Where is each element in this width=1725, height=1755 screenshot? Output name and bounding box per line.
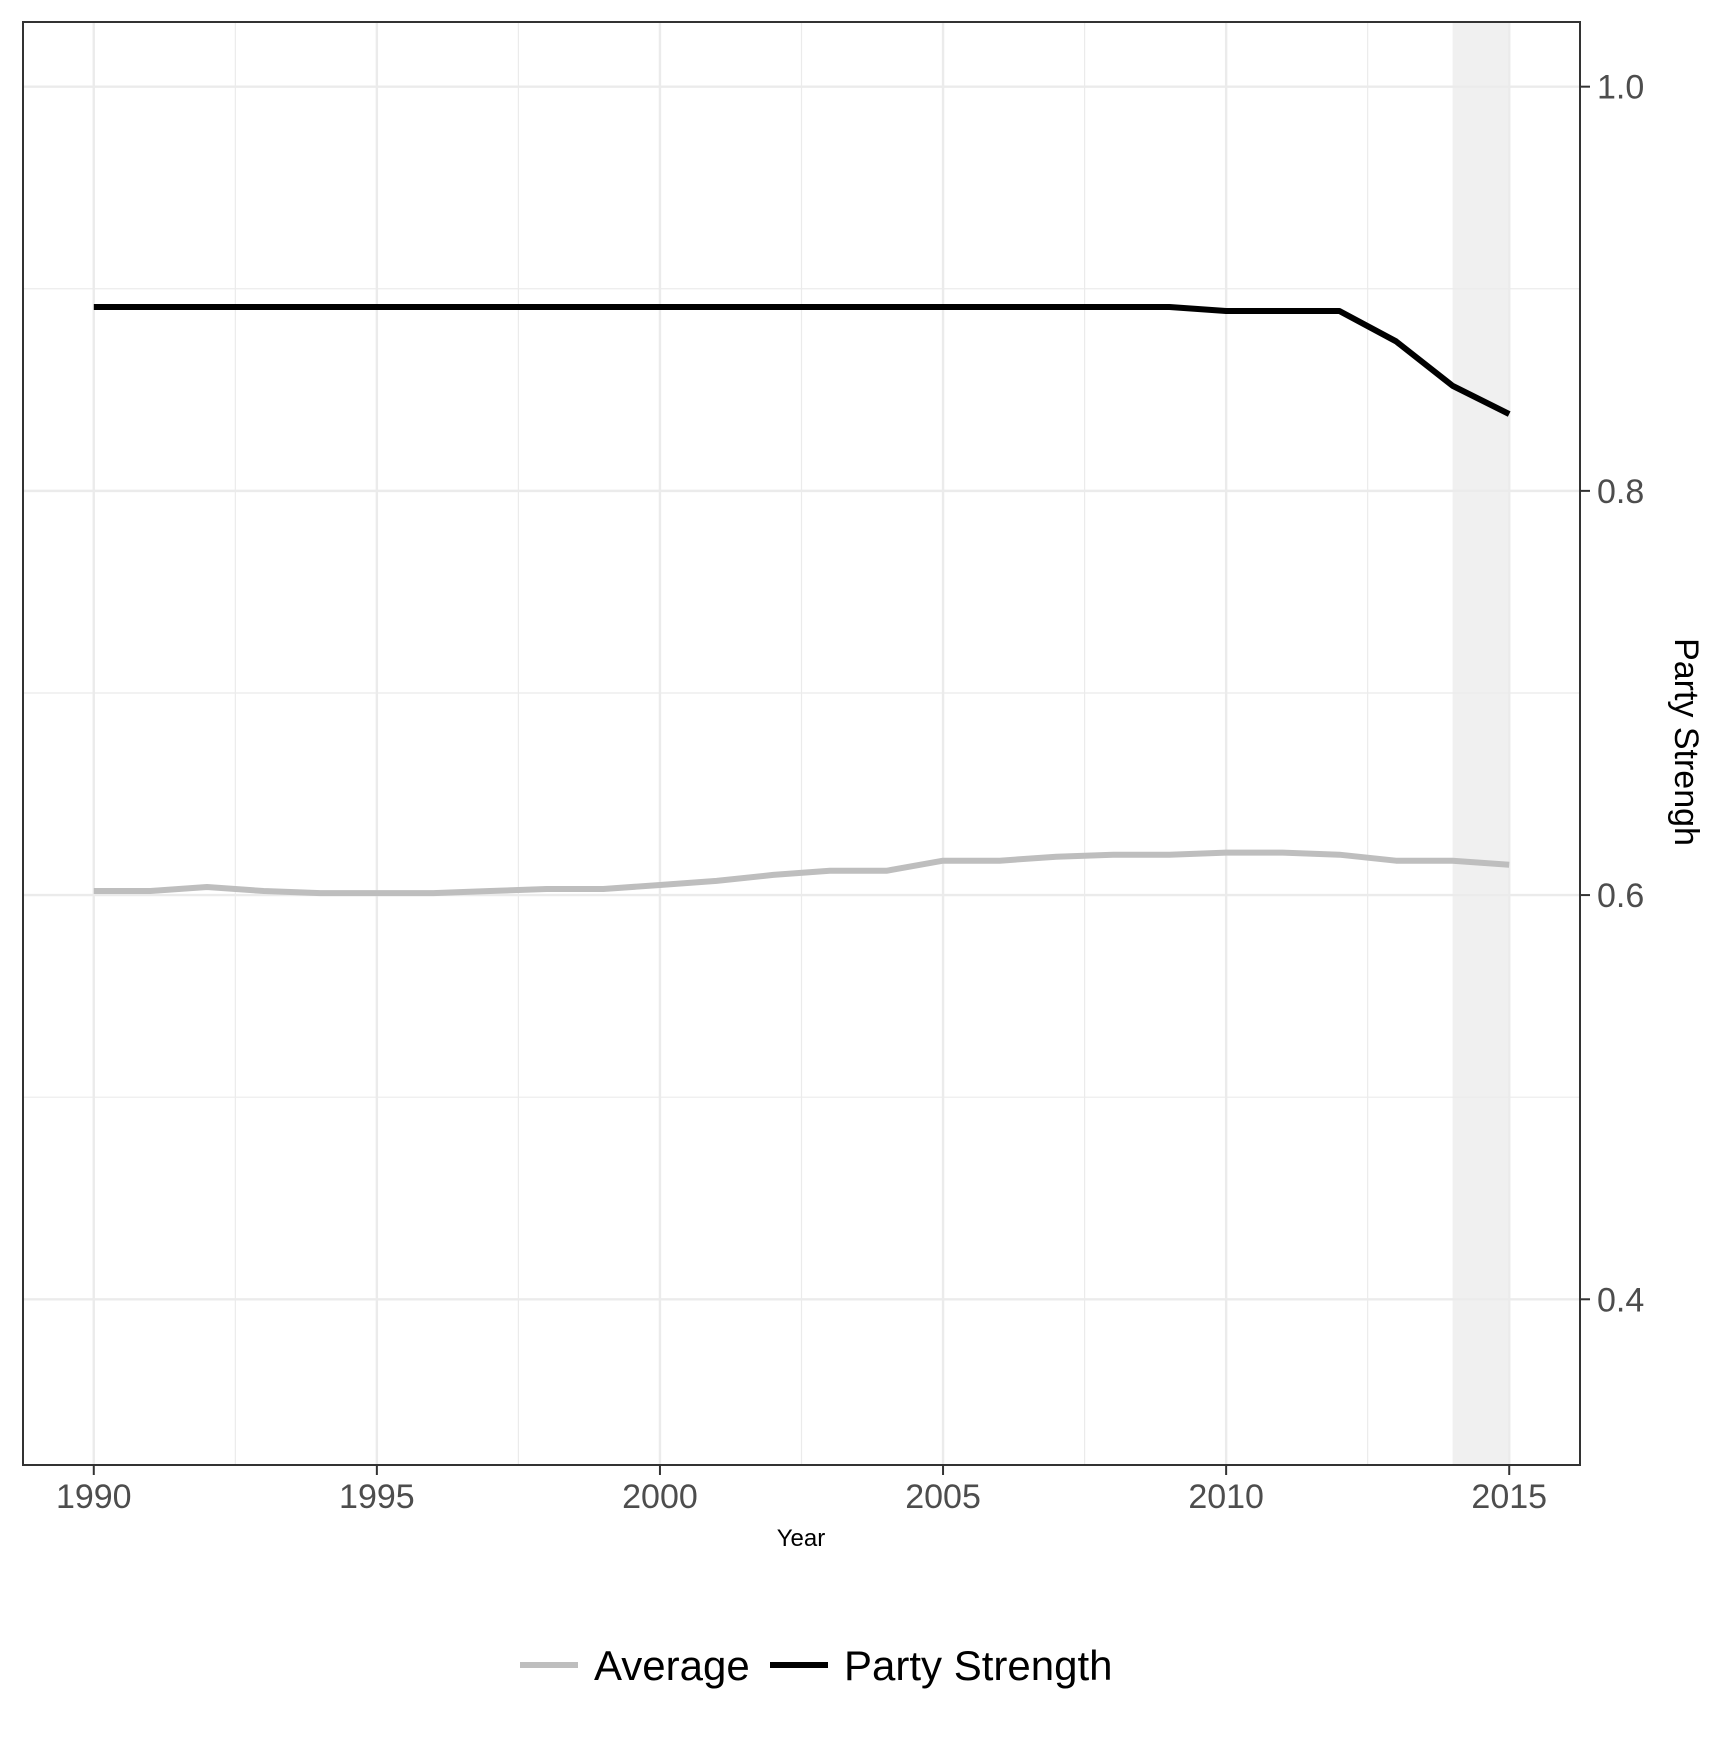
- x-tick-label: 2015: [1471, 1478, 1547, 1516]
- legend-label-average: Average: [594, 1642, 750, 1689]
- x-tick-label: 2000: [622, 1478, 698, 1516]
- y-tick-label: 0.6: [1597, 877, 1644, 915]
- y-tick-label: 1.0: [1597, 69, 1644, 107]
- x-axis-title: Year: [777, 1525, 826, 1552]
- y-tick-label: 0.8: [1597, 473, 1644, 511]
- series-line-average: [93, 849, 1510, 897]
- legend: Average Party Strength: [520, 1642, 1112, 1689]
- x-tick-label: 1990: [56, 1478, 132, 1516]
- legend-label-party-strength: Party Strength: [844, 1642, 1112, 1689]
- series-line-party-strength: [93, 304, 1511, 417]
- x-tick-label: 2005: [905, 1478, 981, 1516]
- shaded-region: [1452, 22, 1510, 1465]
- x-tick-label: 1995: [339, 1478, 415, 1516]
- y-tick-label: 0.4: [1597, 1281, 1644, 1319]
- x-tick-label: 2010: [1188, 1478, 1264, 1516]
- y-axis-title: Party Strengh: [1667, 638, 1705, 846]
- plot-panel-border: [22, 21, 1581, 1466]
